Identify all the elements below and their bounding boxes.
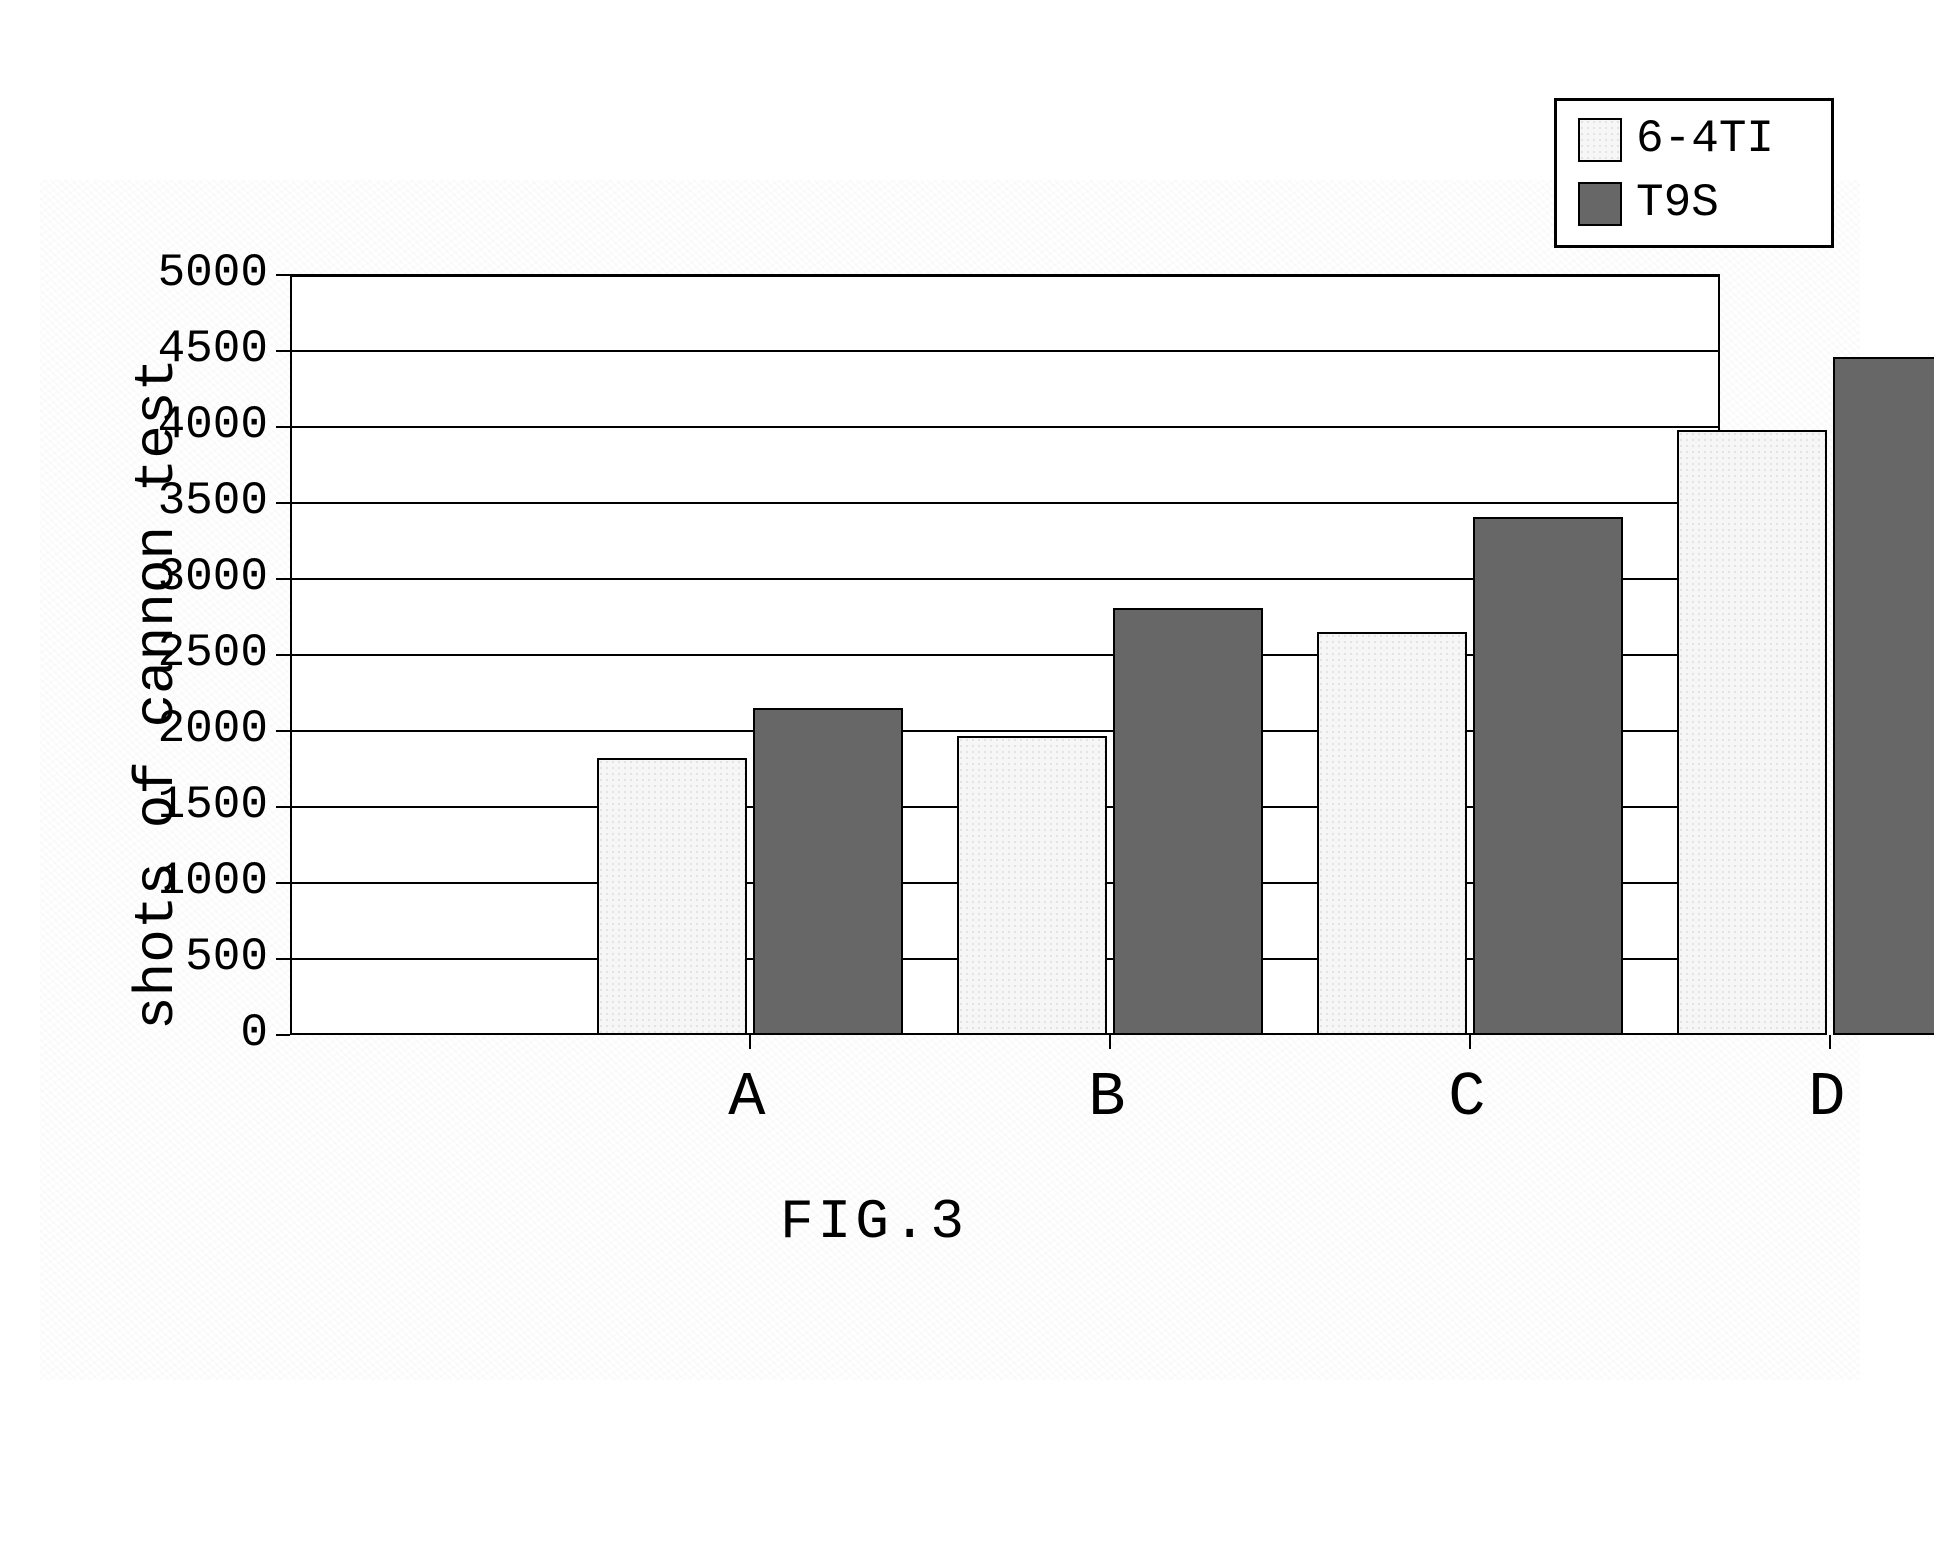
- bar-6-4TI-D: [1677, 430, 1827, 1035]
- x-tick-mark: [1469, 1035, 1471, 1049]
- x-tick-mark: [1109, 1035, 1111, 1049]
- x-tick-mark: [749, 1035, 751, 1049]
- x-tick-label: D: [1808, 1062, 1845, 1133]
- bar-T9S-A: [753, 708, 903, 1035]
- bar-T9S-D: [1833, 357, 1934, 1035]
- x-tick-label: A: [728, 1062, 765, 1133]
- legend-swatch-series-2: [1578, 182, 1622, 226]
- x-tick-label: C: [1448, 1062, 1485, 1133]
- y-tick-label: 3500: [158, 475, 268, 527]
- y-tick-mark: [276, 274, 290, 276]
- bar-T9S-C: [1473, 517, 1623, 1035]
- y-tick-mark: [276, 350, 290, 352]
- y-tick-label: 1500: [158, 779, 268, 831]
- bar-6-4TI-C: [1317, 632, 1467, 1035]
- y-tick-mark: [276, 882, 290, 884]
- y-tick-label: 500: [185, 931, 268, 983]
- y-tick-mark: [276, 1034, 290, 1036]
- y-tick-mark: [276, 958, 290, 960]
- y-tick-label: 4000: [158, 399, 268, 451]
- y-axis-label: shots of cannon test: [125, 358, 189, 1030]
- y-tick-label: 2500: [158, 627, 268, 679]
- bar-T9S-B: [1113, 608, 1263, 1035]
- y-tick-label: 2000: [158, 703, 268, 755]
- gridline: [290, 274, 1720, 276]
- bar-6-4TI-B: [957, 736, 1107, 1035]
- y-tick-mark: [276, 730, 290, 732]
- y-tick-label: 5000: [158, 247, 268, 299]
- gridline: [290, 426, 1720, 428]
- y-tick-mark: [276, 502, 290, 504]
- legend-label-series-1: 6-4TI: [1636, 113, 1774, 165]
- gridline: [290, 502, 1720, 504]
- figure-caption: FIG.3: [780, 1190, 968, 1254]
- y-tick-mark: [276, 426, 290, 428]
- y-tick-label: 4500: [158, 323, 268, 375]
- x-tick-label: B: [1088, 1062, 1125, 1133]
- y-tick-label: 0: [240, 1007, 268, 1059]
- legend-swatch-series-1: [1578, 118, 1622, 162]
- y-tick-label: 1000: [158, 855, 268, 907]
- legend-label-series-2: T9S: [1636, 177, 1719, 229]
- y-tick-mark: [276, 654, 290, 656]
- y-tick-mark: [276, 806, 290, 808]
- y-tick-mark: [276, 578, 290, 580]
- y-tick-label: 3000: [158, 551, 268, 603]
- x-tick-mark: [1829, 1035, 1831, 1049]
- gridline: [290, 350, 1720, 352]
- bar-6-4TI-A: [597, 758, 747, 1035]
